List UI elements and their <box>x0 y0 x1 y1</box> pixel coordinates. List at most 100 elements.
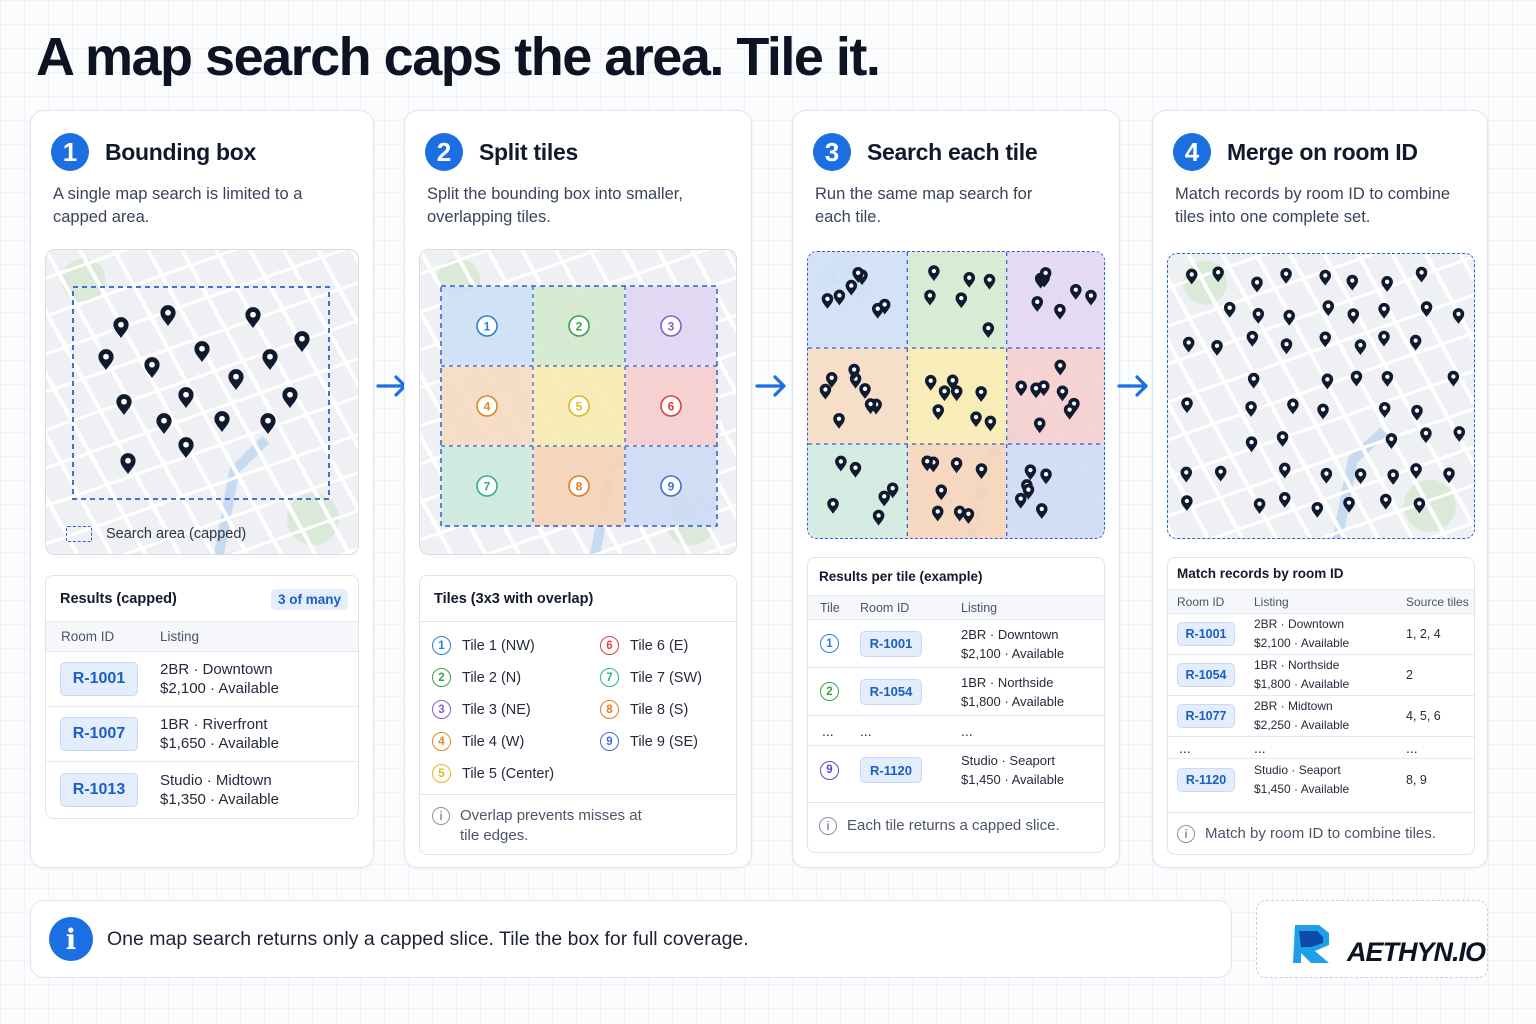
ellipsis-row: ......... <box>1168 737 1474 759</box>
listing-cell: 1BR · Northside $1,800 · Available <box>1254 656 1406 694</box>
listing-cell: 2BR · Downtown $2,100 · Available <box>160 660 279 698</box>
location-pin-icon <box>1247 372 1260 389</box>
location-pin-icon <box>1447 370 1460 387</box>
svg-text:4: 4 <box>484 400 491 414</box>
location-pin-icon <box>1039 267 1052 283</box>
listing-line: Studio · Midtown <box>160 771 272 789</box>
location-pin-icon <box>1214 465 1227 482</box>
location-pin-icon <box>1212 266 1224 283</box>
svg-text:1: 1 <box>484 320 491 334</box>
location-pin-icon <box>1283 309 1295 326</box>
location-pin-icon <box>1413 497 1426 514</box>
card-title-text: Results (capped) <box>60 590 177 607</box>
location-pin-icon <box>1354 468 1367 485</box>
svg-text:9: 9 <box>668 480 675 494</box>
location-pin-icon <box>1245 401 1257 417</box>
map-split-tiles: 1 2 3 4 5 6 7 8 9 <box>419 249 737 555</box>
info-icon: i <box>819 817 837 835</box>
tile-label: Tile 6 (E) <box>630 637 689 654</box>
results-per-tile-card: Results per tile (example) Tile Room ID … <box>807 557 1105 853</box>
listing-line: $1,450 · Available <box>1254 781 1350 796</box>
location-pin-icon <box>946 374 959 391</box>
column-header: Listing <box>961 600 998 615</box>
tile-number-icon: 1 <box>432 636 451 655</box>
location-pin-icon <box>1245 436 1258 453</box>
room-id-badge: R-1001 <box>60 662 138 696</box>
tile-number-icon: 4 <box>432 732 451 751</box>
location-pin-icon <box>878 490 890 507</box>
location-pin-icon <box>984 415 997 432</box>
listing-cell: 1BR · Riverfront $1,650 · Available <box>160 715 279 753</box>
panel-split-tiles: 2 Split tiles Split the bounding box int… <box>404 110 752 868</box>
location-pin-icon <box>120 453 136 474</box>
location-pin-icon <box>825 372 838 388</box>
source-tiles: 8, 9 <box>1406 772 1427 787</box>
location-pin-icon <box>827 497 839 514</box>
tile-number-icon: 2 <box>432 668 451 687</box>
tile-list-item: 7 Tile 7 (SW) <box>600 668 702 687</box>
listing-line: 1BR · Northside <box>1254 658 1340 672</box>
room-id-badge: R-1054 <box>1177 663 1235 687</box>
listing-line: 2BR · Downtown <box>1254 617 1345 631</box>
svg-text:7: 7 <box>484 480 491 494</box>
overlap-note: i Overlap prevents misses at tile edges. <box>432 806 712 846</box>
step-title: Search each tile <box>867 138 1038 165</box>
location-pin-icon <box>1182 336 1195 353</box>
tile-list-item: 2 Tile 2 (N) <box>432 668 521 687</box>
location-pin-icon <box>1378 402 1391 418</box>
tile-list-item: 5 Tile 5 (Center) <box>432 764 554 783</box>
tile-number-marker: 9 <box>660 475 682 497</box>
results-capped-card: Results (capped) 3 of many Room ID Listi… <box>45 575 359 819</box>
tile-number-marker: 5 <box>568 395 590 417</box>
page-title: A map search caps the area. Tile it. <box>36 27 881 87</box>
step-description: Match records by room ID to combine tile… <box>1175 185 1451 226</box>
location-pin-icon <box>835 455 847 472</box>
tiles-card: Tiles (3x3 with overlap) 1 Tile 1 (NW) 2 Ti… <box>419 575 737 855</box>
tile-list-item: 8 Tile 8 (S) <box>600 700 688 719</box>
location-pin-icon <box>228 369 244 390</box>
location-pin-icon <box>953 505 966 522</box>
location-pin-icon <box>1037 380 1050 397</box>
location-pin-icon <box>1223 301 1236 318</box>
svg-text:3: 3 <box>668 320 675 334</box>
step-title: Split tiles <box>479 138 578 165</box>
listing-cell: 2BR · Midtown $2,250 · Available <box>1254 697 1406 735</box>
tile-number-icon: 3 <box>432 700 451 719</box>
merged-records-card: Match records by room ID Room ID Listing… <box>1167 557 1475 855</box>
location-pin-icon <box>886 482 899 499</box>
location-pin-icon <box>1085 289 1097 306</box>
location-pin-icon <box>1054 359 1066 376</box>
listing-cell: 1BR · Northside $1,800 · Available <box>961 673 1064 711</box>
step-header: 2 Split tiles <box>425 133 578 171</box>
location-pin-icon <box>1346 274 1359 291</box>
room-id-badge: R-1120 <box>860 757 922 783</box>
location-pin-icon <box>1443 467 1455 484</box>
location-pin-icon <box>1378 330 1390 347</box>
column-header: Room ID <box>61 629 115 644</box>
location-pin-icon <box>1024 464 1037 481</box>
location-pin-icon <box>245 307 261 328</box>
svg-text:2: 2 <box>576 320 583 334</box>
location-pin-icon <box>1385 433 1398 449</box>
location-pin-icon <box>845 279 858 296</box>
map-bounding-box: Search area (capped) <box>45 249 359 555</box>
listing-line: $1,800 · Available <box>961 693 1065 709</box>
location-pin-icon <box>1280 338 1293 355</box>
location-pin-icon <box>1211 339 1223 356</box>
location-pin-icon <box>1278 492 1291 508</box>
table-row: R-1013 Studio · Midtown $1,350 · Available <box>46 762 358 817</box>
location-pin-icon <box>1253 498 1266 514</box>
info-icon: i <box>1177 825 1195 843</box>
location-pin-icon <box>924 289 936 306</box>
location-pin-icon <box>983 273 996 290</box>
location-pin-icon <box>1381 276 1393 292</box>
location-pin-icon <box>1056 385 1069 402</box>
table-row: R-1007 1BR · Riverfront $1,650 · Available <box>46 707 358 762</box>
location-pin-icon <box>1181 495 1193 512</box>
tile-label: Tile 9 (SE) <box>630 733 698 750</box>
tile-grid-with-pins <box>808 252 1104 538</box>
table-row: 1 R-1001 2BR · Downtown $2,100 · Available <box>808 620 1104 668</box>
tile-list-item: 6 Tile 6 (E) <box>600 636 688 655</box>
location-pin-icon <box>1185 268 1198 285</box>
logo-text: AETHYN.IO <box>1347 937 1486 967</box>
